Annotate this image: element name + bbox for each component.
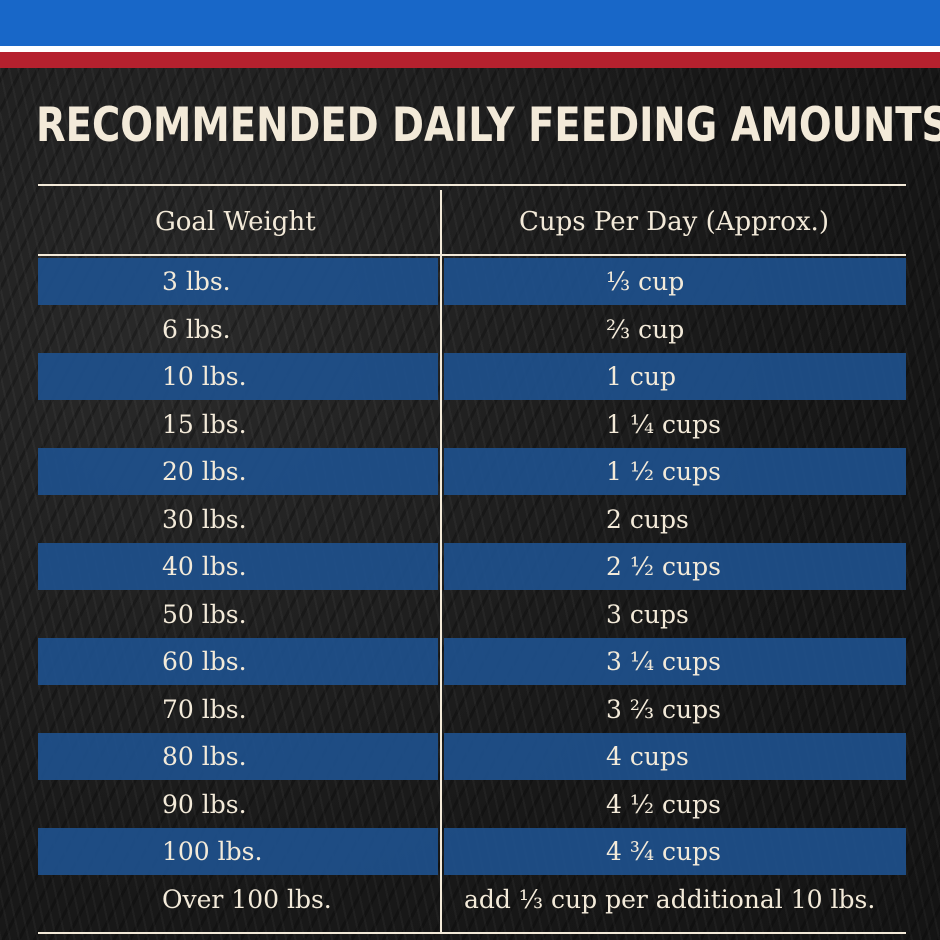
goal-weight-cell: 40 lbs. (162, 552, 247, 581)
table-row: 20 lbs. 1 ½ cups (38, 448, 906, 495)
goal-weight-cell: 3 lbs. (162, 267, 231, 296)
cups-per-day-cell: add ⅓ cup per additional 10 lbs. (464, 884, 876, 914)
cups-per-day-cell: ⅔ cup (606, 314, 685, 344)
row-band (38, 733, 438, 780)
goal-weight-cell: 15 lbs. (162, 409, 247, 439)
table-row: 15 lbs. 1 ¼ cups (38, 401, 906, 448)
goal-weight-cell: 80 lbs. (162, 742, 247, 771)
cups-per-day-cell: 2 ½ cups (606, 552, 721, 581)
table-row: 70 lbs. 3 ⅔ cups (38, 686, 906, 733)
row-band (444, 828, 906, 875)
goal-weight-cell: 6 lbs. (162, 314, 231, 344)
row-band (38, 258, 438, 305)
goal-weight-cell: Over 100 lbs. (162, 884, 332, 914)
table-top-rule (38, 184, 906, 186)
white-stripe (0, 46, 940, 52)
cups-per-day-cell: 2 cups (606, 504, 689, 534)
goal-weight-cell: 100 lbs. (162, 837, 263, 866)
table-row: 60 lbs. 3 ¼ cups (38, 638, 906, 685)
goal-weight-cell: 10 lbs. (162, 362, 247, 391)
goal-weight-cell: 60 lbs. (162, 647, 247, 676)
cups-per-day-cell: 3 cups (606, 599, 689, 629)
table-row: 6 lbs. ⅔ cup (38, 306, 906, 353)
goal-weight-cell: 50 lbs. (162, 599, 247, 629)
top-blue-bar (0, 0, 940, 46)
row-band (38, 543, 438, 590)
row-band (444, 733, 906, 780)
table-row: 80 lbs. 4 cups (38, 733, 906, 780)
row-band (444, 638, 906, 685)
table-row: 30 lbs. 2 cups (38, 496, 906, 543)
goal-weight-cell: 70 lbs. (162, 694, 247, 724)
table-row: 3 lbs. ⅓ cup (38, 258, 906, 305)
cups-per-day-cell: 1 cup (606, 362, 676, 391)
row-band (444, 258, 906, 305)
cups-per-day-cell: 4 cups (606, 742, 689, 771)
table-row: 50 lbs. 3 cups (38, 591, 906, 638)
cups-per-day-cell: 4 ½ cups (606, 789, 721, 819)
row-band (38, 828, 438, 875)
table-row: 100 lbs. 4 ¾ cups (38, 828, 906, 875)
page-title: RECOMMENDED DAILY FEEDING AMOUNTS: (36, 98, 940, 153)
column-divider (440, 190, 442, 932)
red-stripe (0, 52, 940, 68)
cups-per-day-cell: 3 ⅔ cups (606, 694, 721, 724)
header-cups-per-day: Cups Per Day (Approx.) (519, 207, 829, 237)
row-band (38, 353, 438, 400)
table-row: 10 lbs. 1 cup (38, 353, 906, 400)
goal-weight-cell: 90 lbs. (162, 789, 247, 819)
row-band (444, 543, 906, 590)
row-band (38, 638, 438, 685)
cups-per-day-cell: 4 ¾ cups (606, 837, 721, 866)
row-band (444, 448, 906, 495)
cups-per-day-cell: ⅓ cup (606, 267, 685, 296)
cups-per-day-cell: 1 ½ cups (606, 457, 721, 486)
header-goal-weight: Goal Weight (155, 207, 316, 237)
cups-per-day-cell: 3 ¼ cups (606, 647, 721, 676)
table-bottom-rule (38, 932, 906, 934)
goal-weight-cell: 20 lbs. (162, 457, 247, 486)
header-rule (38, 254, 906, 256)
goal-weight-cell: 30 lbs. (162, 504, 247, 534)
chalkboard-panel (0, 68, 940, 940)
table-row: 90 lbs. 4 ½ cups (38, 781, 906, 828)
row-band (444, 353, 906, 400)
table-row: 40 lbs. 2 ½ cups (38, 543, 906, 590)
table-row: Over 100 lbs. add ⅓ cup per additional 10… (38, 876, 906, 923)
row-band (38, 448, 438, 495)
cups-per-day-cell: 1 ¼ cups (606, 409, 721, 439)
